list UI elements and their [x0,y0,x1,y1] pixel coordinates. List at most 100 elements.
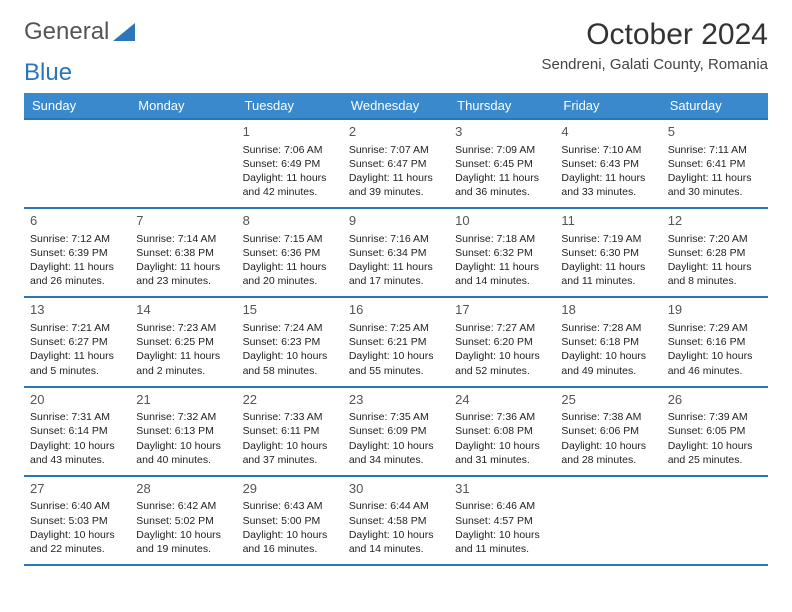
sunset-line: Sunset: 6:23 PM [243,335,337,349]
daylight-line: Daylight: 10 hours and 31 minutes. [455,439,549,467]
day-number: 16 [349,301,443,319]
day-number: 19 [668,301,762,319]
sunset-line: Sunset: 6:39 PM [30,246,124,260]
sunrise-line: Sunrise: 6:44 AM [349,499,443,513]
daylight-line: Daylight: 11 hours and 14 minutes. [455,260,549,288]
calendar-day-cell: 16Sunrise: 7:25 AMSunset: 6:21 PMDayligh… [343,297,449,386]
daylight-line: Daylight: 10 hours and 46 minutes. [668,349,762,377]
day-number: 28 [136,480,230,498]
calendar-empty-cell [662,476,768,565]
daylight-line: Daylight: 10 hours and 43 minutes. [30,439,124,467]
sunset-line: Sunset: 6:20 PM [455,335,549,349]
sunrise-line: Sunrise: 7:18 AM [455,232,549,246]
sunrise-line: Sunrise: 6:42 AM [136,499,230,513]
daylight-line: Daylight: 10 hours and 49 minutes. [561,349,655,377]
sunset-line: Sunset: 6:16 PM [668,335,762,349]
daylight-line: Daylight: 10 hours and 55 minutes. [349,349,443,377]
day-number: 21 [136,391,230,409]
day-number: 8 [243,212,337,230]
sunrise-line: Sunrise: 6:40 AM [30,499,124,513]
sunset-line: Sunset: 6:18 PM [561,335,655,349]
sunset-line: Sunset: 6:36 PM [243,246,337,260]
daylight-line: Daylight: 10 hours and 28 minutes. [561,439,655,467]
day-number: 22 [243,391,337,409]
calendar-body: 1Sunrise: 7:06 AMSunset: 6:49 PMDaylight… [24,119,768,565]
daylight-line: Daylight: 11 hours and 36 minutes. [455,171,549,199]
day-number: 31 [455,480,549,498]
calendar-empty-cell [130,119,236,208]
day-number: 30 [349,480,443,498]
weekday-header: Friday [555,93,661,119]
sunrise-line: Sunrise: 7:16 AM [349,232,443,246]
calendar-day-cell: 18Sunrise: 7:28 AMSunset: 6:18 PMDayligh… [555,297,661,386]
calendar-week-row: 13Sunrise: 7:21 AMSunset: 6:27 PMDayligh… [24,297,768,386]
day-number: 1 [243,123,337,141]
day-number: 20 [30,391,124,409]
day-number: 14 [136,301,230,319]
day-number: 4 [561,123,655,141]
daylight-line: Daylight: 10 hours and 58 minutes. [243,349,337,377]
sunset-line: Sunset: 6:34 PM [349,246,443,260]
calendar-day-cell: 11Sunrise: 7:19 AMSunset: 6:30 PMDayligh… [555,208,661,297]
sunrise-line: Sunrise: 7:38 AM [561,410,655,424]
calendar-day-cell: 9Sunrise: 7:16 AMSunset: 6:34 PMDaylight… [343,208,449,297]
sunset-line: Sunset: 6:06 PM [561,424,655,438]
daylight-line: Daylight: 10 hours and 25 minutes. [668,439,762,467]
calendar-day-cell: 30Sunrise: 6:44 AMSunset: 4:58 PMDayligh… [343,476,449,565]
weekday-header: Thursday [449,93,555,119]
daylight-line: Daylight: 10 hours and 16 minutes. [243,528,337,556]
sunset-line: Sunset: 6:14 PM [30,424,124,438]
calendar-day-cell: 28Sunrise: 6:42 AMSunset: 5:02 PMDayligh… [130,476,236,565]
daylight-line: Daylight: 10 hours and 19 minutes. [136,528,230,556]
calendar-day-cell: 20Sunrise: 7:31 AMSunset: 6:14 PMDayligh… [24,387,130,476]
sunrise-line: Sunrise: 6:43 AM [243,499,337,513]
sunset-line: Sunset: 6:43 PM [561,157,655,171]
sunrise-line: Sunrise: 7:09 AM [455,143,549,157]
daylight-line: Daylight: 11 hours and 5 minutes. [30,349,124,377]
sunrise-line: Sunrise: 7:23 AM [136,321,230,335]
calendar-day-cell: 26Sunrise: 7:39 AMSunset: 6:05 PMDayligh… [662,387,768,476]
sunrise-line: Sunrise: 7:28 AM [561,321,655,335]
sunrise-line: Sunrise: 7:14 AM [136,232,230,246]
calendar-day-cell: 10Sunrise: 7:18 AMSunset: 6:32 PMDayligh… [449,208,555,297]
sunset-line: Sunset: 4:58 PM [349,514,443,528]
day-number: 2 [349,123,443,141]
sunset-line: Sunset: 6:11 PM [243,424,337,438]
daylight-line: Daylight: 11 hours and 26 minutes. [30,260,124,288]
calendar-day-cell: 2Sunrise: 7:07 AMSunset: 6:47 PMDaylight… [343,119,449,208]
sunrise-line: Sunrise: 7:35 AM [349,410,443,424]
calendar-day-cell: 19 Sunrise: 7:29 AMSunset: 6:16 PMDayligh… [662,297,768,386]
sunset-line: Sunset: 6:45 PM [455,157,549,171]
sunrise-line: Sunrise: 7:29 AM [668,321,762,335]
sunrise-line: Sunrise: 7:12 AM [30,232,124,246]
calendar-day-cell: 8Sunrise: 7:15 AMSunset: 6:36 PMDaylight… [237,208,343,297]
calendar-day-cell: 3Sunrise: 7:09 AMSunset: 6:45 PMDaylight… [449,119,555,208]
day-number: 10 [455,212,549,230]
weekday-header: Wednesday [343,93,449,119]
daylight-line: Daylight: 10 hours and 37 minutes. [243,439,337,467]
calendar-day-cell: 25Sunrise: 7:38 AMSunset: 6:06 PMDayligh… [555,387,661,476]
sunrise-line: Sunrise: 7:07 AM [349,143,443,157]
day-number: 24 [455,391,549,409]
day-number: 7 [136,212,230,230]
day-number: 25 [561,391,655,409]
sunset-line: Sunset: 6:13 PM [136,424,230,438]
daylight-line: Daylight: 11 hours and 23 minutes. [136,260,230,288]
sunset-line: Sunset: 5:02 PM [136,514,230,528]
day-number: 23 [349,391,443,409]
calendar-day-cell: 17Sunrise: 7:27 AMSunset: 6:20 PMDayligh… [449,297,555,386]
sunset-line: Sunset: 6:05 PM [668,424,762,438]
day-number: 9 [349,212,443,230]
sunset-line: Sunset: 4:57 PM [455,514,549,528]
sunset-line: Sunset: 6:27 PM [30,335,124,349]
sunset-line: Sunset: 6:38 PM [136,246,230,260]
day-number: 13 [30,301,124,319]
day-number: 12 [668,212,762,230]
daylight-line: Daylight: 11 hours and 11 minutes. [561,260,655,288]
calendar-day-cell: 4Sunrise: 7:10 AMSunset: 6:43 PMDaylight… [555,119,661,208]
weekday-header: Monday [130,93,236,119]
sunset-line: Sunset: 5:00 PM [243,514,337,528]
daylight-line: Daylight: 10 hours and 40 minutes. [136,439,230,467]
day-number: 17 [455,301,549,319]
daylight-line: Daylight: 11 hours and 2 minutes. [136,349,230,377]
